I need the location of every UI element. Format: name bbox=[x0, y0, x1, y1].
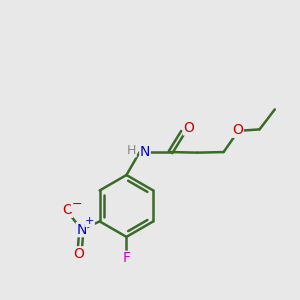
Text: −: − bbox=[71, 198, 82, 212]
Text: O: O bbox=[73, 247, 84, 261]
Text: H: H bbox=[127, 144, 136, 157]
Text: N: N bbox=[140, 145, 150, 159]
Text: O: O bbox=[232, 123, 243, 137]
Text: O: O bbox=[183, 121, 194, 135]
Text: F: F bbox=[122, 251, 130, 266]
Text: O: O bbox=[62, 203, 73, 217]
Text: +: + bbox=[85, 216, 94, 226]
Text: N: N bbox=[76, 223, 87, 237]
